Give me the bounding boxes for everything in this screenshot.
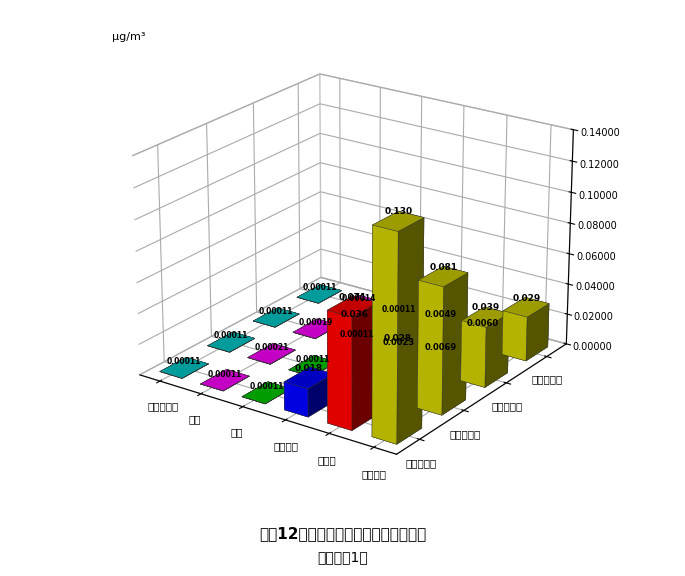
- Text: μg/m³: μg/m³: [112, 32, 146, 42]
- Text: 平成12年度有害大気汚染物質年平均値: 平成12年度有害大気汚染物質年平均値: [259, 526, 426, 541]
- Text: （金属類1）: （金属類1）: [317, 551, 368, 564]
